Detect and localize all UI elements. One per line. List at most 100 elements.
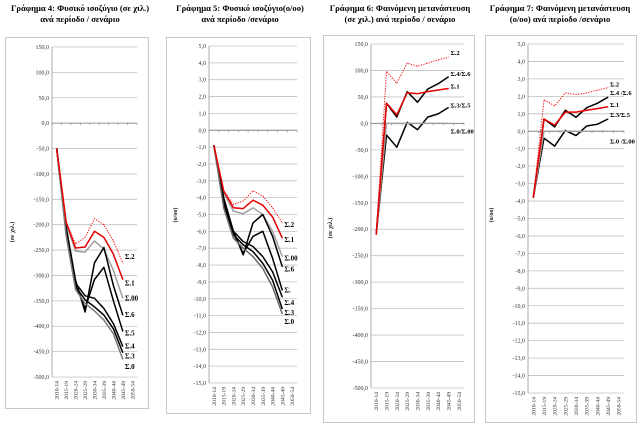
y-axis-ticks: 150,0 100,0 50,0 0,0 -50,0 -100,0 -150,0 -200,0… [34, 45, 50, 381]
series-label: Σ.4/Σ.6 [451, 71, 472, 78]
data-point [242, 247, 244, 249]
x-tick-label: 2050-54 [457, 392, 463, 411]
y-tick-label: -350,0 [34, 299, 50, 305]
x-tick-label: 2050-54 [290, 387, 296, 406]
y-tick-label: 1,0 [199, 111, 207, 117]
chart-title: Γράφημα 4: Φυσικό ισοζύγιο (σε χιλ.) ανά… [0, 3, 160, 25]
series-label: Σ. [284, 286, 291, 294]
data-point [607, 96, 609, 98]
y-tick-label: 5,0 [518, 42, 526, 48]
y-axis-title: (σε χιλ.) [9, 222, 16, 242]
data-point [554, 145, 556, 147]
y-tick-label: 5,0 [199, 44, 207, 50]
y-tick-label: 0,0 [42, 121, 50, 127]
x-tick-label: 2040-44 [271, 387, 277, 406]
x-tick-label: 2010-14 [212, 387, 218, 406]
y-tick-label: -15,0 [194, 381, 207, 387]
y-tick-label: -300,0 [34, 273, 50, 279]
data-point [564, 111, 566, 113]
series-labels: Σ.2 Σ.1 Σ.00 Σ.6 Σ. Σ.4 Σ.3Σ.0 [284, 221, 298, 326]
x-tick-label: 2045-49 [121, 381, 127, 400]
data-point [396, 146, 398, 148]
data-point [417, 129, 418, 131]
data-point [427, 88, 429, 90]
data-point [448, 56, 449, 58]
y-tick-label: -300,0 [353, 280, 369, 286]
chart-panel-g5: Γράφημα 5: Φυσικό ισοζύγιο(ο/οο) ανά περ… [160, 0, 320, 425]
y-tick-label: 3,0 [518, 77, 526, 83]
data-point [386, 134, 387, 136]
data-point [575, 94, 577, 96]
data-point [596, 102, 598, 104]
data-point [223, 207, 225, 209]
x-tick-label: 2010-14 [374, 392, 380, 411]
data-point [94, 306, 95, 308]
data-point [543, 137, 545, 139]
data-point [417, 101, 418, 103]
data-point [213, 145, 215, 146]
series-label: Σ.3 [284, 309, 294, 317]
x-tick-label: 2030-34 [416, 392, 422, 411]
series-label: Σ.3/Σ.5 [451, 103, 472, 110]
data-point [564, 92, 566, 94]
y-tick-label: -1,0 [197, 145, 207, 151]
data-point [84, 308, 86, 309]
data-point [242, 213, 244, 215]
data-point [427, 62, 429, 64]
data-point [84, 311, 86, 313]
y-tick-label: -100,0 [34, 172, 50, 178]
y-tick-label: -9,0 [197, 280, 207, 286]
data-point [586, 125, 588, 127]
data-point [281, 296, 283, 298]
series-label: Σ.1 [610, 102, 619, 109]
y-tick-label: 100,0 [355, 68, 369, 74]
y-tick-label: -200,0 [34, 223, 50, 229]
y-tick-label: 50,0 [358, 95, 369, 101]
x-tick-label: 2015-19 [542, 397, 548, 416]
data-point [437, 113, 439, 115]
series-line-00-2 [213, 145, 284, 257]
data-point [252, 246, 254, 247]
series-line-2-0 [375, 56, 449, 235]
series-lines [55, 148, 124, 360]
y-tick-label: -8,0 [197, 263, 207, 269]
data-point [233, 237, 234, 239]
y-tick-label: 4,0 [518, 59, 526, 65]
data-point [448, 107, 449, 108]
data-point [586, 130, 588, 132]
chart-title: Γράφημα 7: Φαινόμενη μετανάστευση (ο/οο)… [480, 3, 640, 25]
chart-frame [5, 37, 149, 409]
data-point [84, 302, 86, 304]
x-tick-label: 2025-29 [83, 381, 89, 400]
y-tick-label: -14,0 [194, 364, 207, 370]
series-labels: Σ.2 Σ.4/Σ.6 Σ.1 Σ.3/Σ.5 Σ.0/Σ.00 [451, 50, 474, 135]
y-tick-label: 0,0 [518, 129, 526, 135]
data-point [596, 108, 598, 109]
series-label: Σ.0/Σ.00 [451, 128, 474, 135]
data-point [448, 122, 449, 124]
series-lines [213, 145, 284, 315]
y-axis-ticks: 150,0 100,0 50,0 0,0 -50,0 -100,0 -150,0 -200,0… [353, 42, 369, 392]
series-label: Σ.0 /Σ.00 [610, 138, 635, 145]
x-tick-label: 2015-19 [64, 381, 70, 400]
chart-title-line1: Γράφημα 7: Φαινόμενη μετανάστευση [489, 3, 631, 13]
series-line-5-4 [213, 145, 284, 291]
y-tick-label: -1,0 [516, 147, 526, 153]
y-tick-label: -11,0 [513, 321, 525, 327]
data-point [262, 195, 264, 197]
x-tick-label: 2050-54 [617, 397, 623, 416]
series-label: Σ.0 [284, 318, 294, 326]
x-tick-label: 2035-39 [261, 387, 267, 406]
x-tick-label: 2040-44 [436, 392, 442, 411]
chart-title-line2: ανά περίοδο / σενάριο [40, 14, 120, 24]
data-point [84, 295, 86, 297]
data-point [112, 300, 114, 302]
data-point [406, 62, 408, 64]
data-point [233, 230, 234, 232]
data-point [543, 118, 545, 120]
data-point [94, 218, 95, 220]
data-point [262, 230, 264, 232]
data-point [94, 297, 95, 299]
y-tick-label: -10,0 [194, 297, 207, 303]
x-axis-ticks: 2010-14 2015-19 2020-24 2025-29 2030-34 2035-… [370, 123, 465, 411]
